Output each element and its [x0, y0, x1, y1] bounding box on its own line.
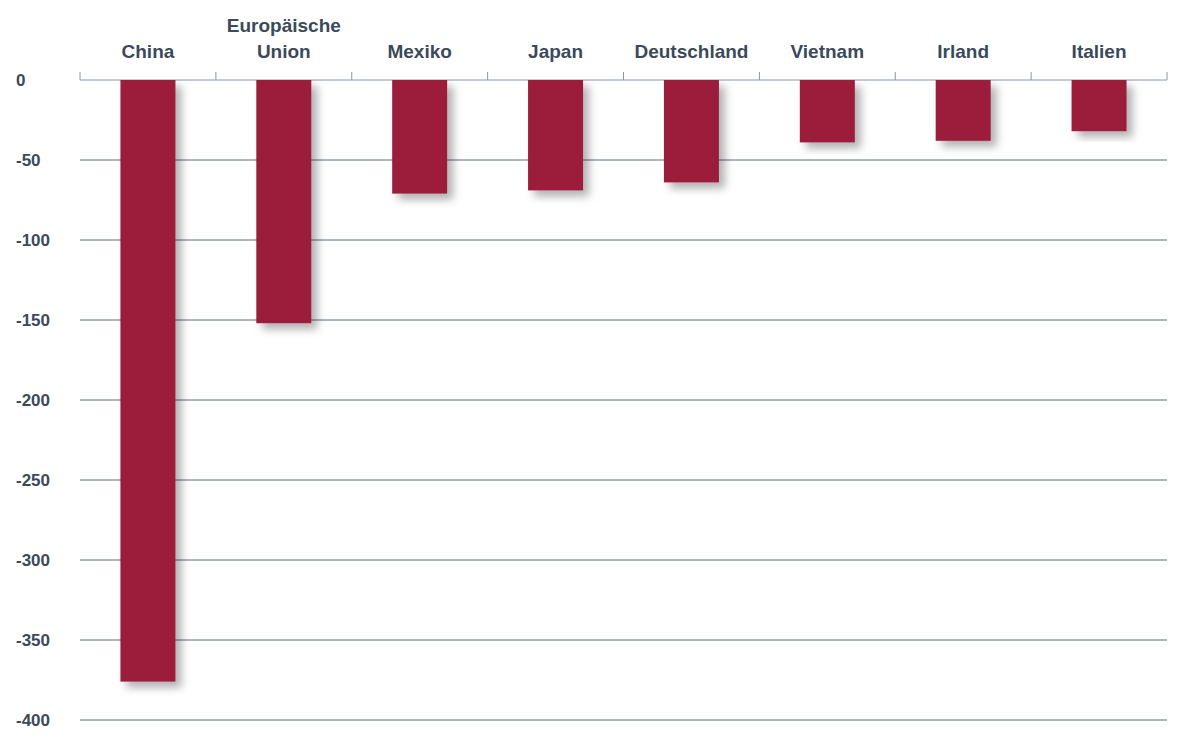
category-separator [759, 72, 760, 80]
category-label: Japan [528, 41, 583, 62]
category-separator [1167, 72, 1168, 80]
category-label: Mexiko [387, 41, 451, 62]
category-label: Italien [1072, 41, 1127, 62]
grid-line [80, 320, 1167, 321]
bar [664, 80, 719, 182]
bar [936, 80, 991, 141]
grid-line [80, 720, 1167, 721]
bar [256, 80, 311, 323]
category-separator [1031, 72, 1032, 80]
category-label: Irland [937, 41, 989, 62]
y-tick-label: -100 [16, 231, 50, 250]
bars [120, 80, 1126, 682]
category-label: Vietnam [791, 41, 865, 62]
category-separator [487, 72, 488, 80]
bar [120, 80, 175, 682]
y-tick-label: -400 [16, 711, 50, 730]
y-tick-label: -200 [16, 391, 50, 410]
category-label: China [122, 41, 175, 62]
bar [528, 80, 583, 190]
bar [1072, 80, 1127, 131]
y-tick-label: -50 [16, 151, 41, 170]
bar [392, 80, 447, 194]
grid-line [80, 240, 1167, 241]
grid-line [80, 560, 1167, 561]
category-label: Deutschland [634, 41, 748, 62]
category-separator [623, 72, 624, 80]
y-tick-label: -300 [16, 551, 50, 570]
grid-line [80, 640, 1167, 641]
grid-line [80, 160, 1167, 161]
y-tick-label: -350 [16, 631, 50, 650]
category-separator [80, 72, 81, 80]
category-separator [895, 72, 896, 80]
y-tick-label: -250 [16, 471, 50, 490]
grid-line [80, 480, 1167, 481]
bar [800, 80, 855, 142]
y-tick-label: -150 [16, 311, 50, 330]
chart: 0 -50 -100 -150 -200 -250 -300 -350 -400 China Eur… [0, 0, 1200, 754]
category-separator [215, 72, 216, 80]
y-tick-label: 0 [16, 71, 25, 90]
category-separator [351, 72, 352, 80]
grid-line [80, 400, 1167, 401]
category-label: EuropäischeUnion [227, 15, 341, 62]
